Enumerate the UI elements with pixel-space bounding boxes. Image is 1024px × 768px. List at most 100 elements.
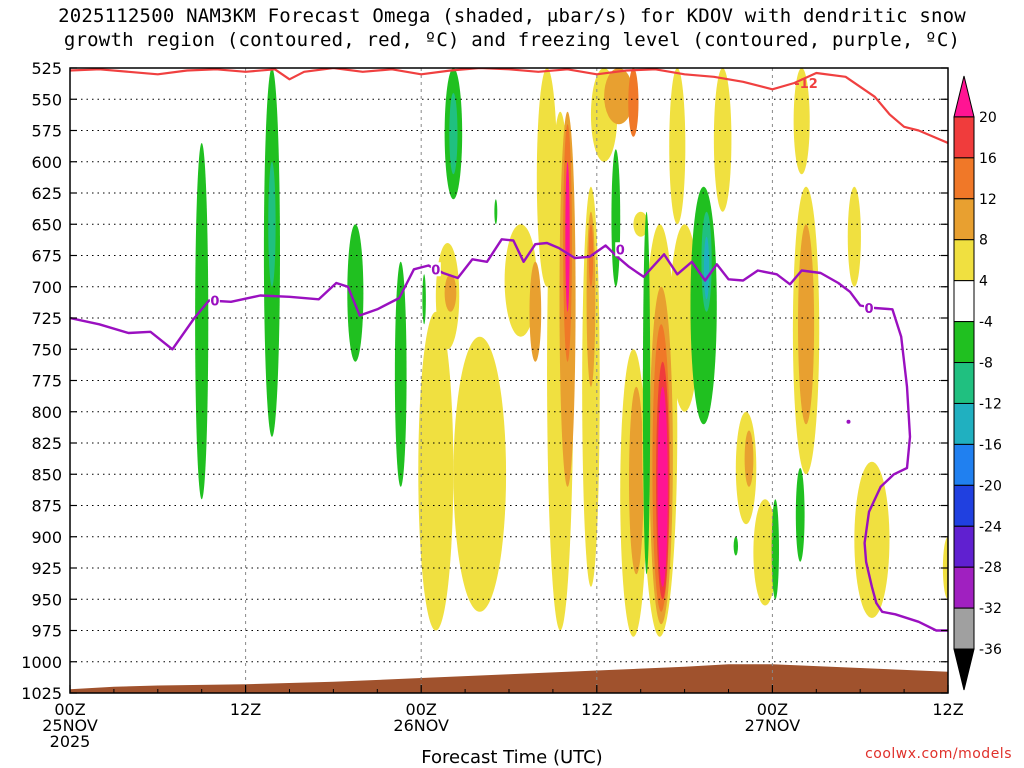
omega-cell [798,224,815,425]
omega-cell [669,68,686,225]
colorbar-label: -8 [979,356,993,372]
y-tick-label: 750 [31,340,62,359]
freezing-label-bg [615,242,626,257]
y-tick-label: 550 [31,90,62,109]
colorbar-label: 12 [979,192,997,208]
credit-text: coolwx.com/models [865,746,1012,762]
omega-cell [418,311,454,631]
colorbar-segment [953,402,975,445]
x-tick-label: 25NOV [42,716,98,735]
omega-cell [795,468,805,562]
omega-cell [793,68,810,175]
x-tick-label: 00Z [54,700,85,719]
freezing-label-bg [863,301,874,315]
omega-cell [733,536,739,556]
grid-lines [70,68,948,693]
x-tick-label: 00Z [406,700,437,719]
freezing-label-bg [209,293,220,308]
y-tick-label: 1025 [21,684,62,703]
omega-cell [453,336,507,612]
colorbar-segment [953,280,975,323]
omega-cell [347,224,364,362]
colorbar-label: 8 [979,233,988,249]
colorbar-segment [953,443,975,486]
y-tick-label: 800 [31,403,62,422]
y-tick-label: 875 [31,497,62,516]
x-axis-label: Forecast Time (UTC) [421,747,603,768]
colorbar-segment [953,484,975,527]
y-tick-label: 725 [31,309,62,328]
title-line-2: growth region (contoured, red, ºC) and f… [63,29,961,51]
colorbar-label: -32 [979,601,1002,617]
freezing-level-label: 0 [864,302,873,317]
y-tick-label: 950 [31,590,62,609]
y-tick-label: 900 [31,528,62,547]
colorbar-segment [953,157,975,200]
colorbar-label: -12 [979,396,1002,412]
omega-cell [628,68,639,137]
omega-cell [703,236,710,300]
omega-cell [657,386,668,587]
terrain-layer [70,664,948,693]
colorbar-bottom-arrow [953,648,975,691]
colorbar-label: -36 [979,642,1002,658]
x-tick-label: 12Z [932,700,963,719]
x-tick-label: 12Z [230,700,261,719]
y-tick-label: 925 [31,559,62,578]
omega-cell [628,386,644,575]
title-line-1: 2025112500 NAM3KM Forecast Omega (shaded… [58,5,966,27]
contour-labels: -12 0 0 0 0 [209,77,874,424]
colorbar-label: -28 [979,560,1002,576]
x-tick-label: 26NOV [393,716,449,735]
omega-shading [195,68,948,637]
omega-cell [611,149,621,287]
y-axis: 525 550 575 600 625 650 675 700 725 750 775 800 825 8… [21,59,948,703]
omega-cell [744,430,754,487]
omega-cell [633,211,649,237]
terrain-fill [70,664,948,693]
omega-cell [444,274,457,312]
colorbar-label: -24 [979,519,1002,535]
colorbar-segment [953,239,975,282]
omega-cell [642,211,651,575]
colorbar-label: 20 [979,110,997,126]
contour-lines [70,68,948,632]
colorbar-segment [953,321,975,364]
freezing-label-bg [430,262,441,277]
freezing-level-label: 0 [431,263,440,278]
x-tick-label: 12Z [581,700,612,719]
y-tick-label: 675 [31,247,62,266]
y-tick-label: 525 [31,59,62,78]
omega-cell [713,68,732,212]
y-tick-label: 775 [31,372,62,391]
omega-cell [394,261,407,487]
y-tick-label: 850 [31,465,62,484]
colorbar-segment [953,607,975,650]
omega-cell [529,261,542,362]
colorbar-label: -4 [979,315,993,331]
omega-cell [494,199,498,225]
omega-cell [854,461,890,618]
colorbar: 20 16 12 8 4 -4 -8 -12 -16 -20 -24 -28 -32 -36 [953,75,1002,691]
colorbar-label: 4 [979,274,988,290]
dgz-contour-minus12 [70,68,948,145]
colorbar-segment [953,198,975,241]
colorbar-top-arrow [953,75,975,118]
y-tick-label: 700 [31,278,62,297]
freezing-level-label: 0 [210,295,219,310]
omega-cell [847,186,861,287]
x-tick-label: 00Z [757,700,788,719]
colorbar-segment [953,525,975,568]
colorbar-label: 16 [979,151,997,167]
x-tick-label: 27NOV [745,716,801,735]
y-tick-label: 975 [31,622,62,641]
omega-cell [565,161,570,312]
omega-cell [604,68,634,125]
y-tick-label: 625 [31,184,62,203]
omega-cell [195,143,209,500]
dgz-contour-label: -12 [794,77,818,92]
freezing-level-contour [70,238,948,632]
y-tick-label: 575 [31,122,62,141]
colorbar-segment [953,116,975,159]
